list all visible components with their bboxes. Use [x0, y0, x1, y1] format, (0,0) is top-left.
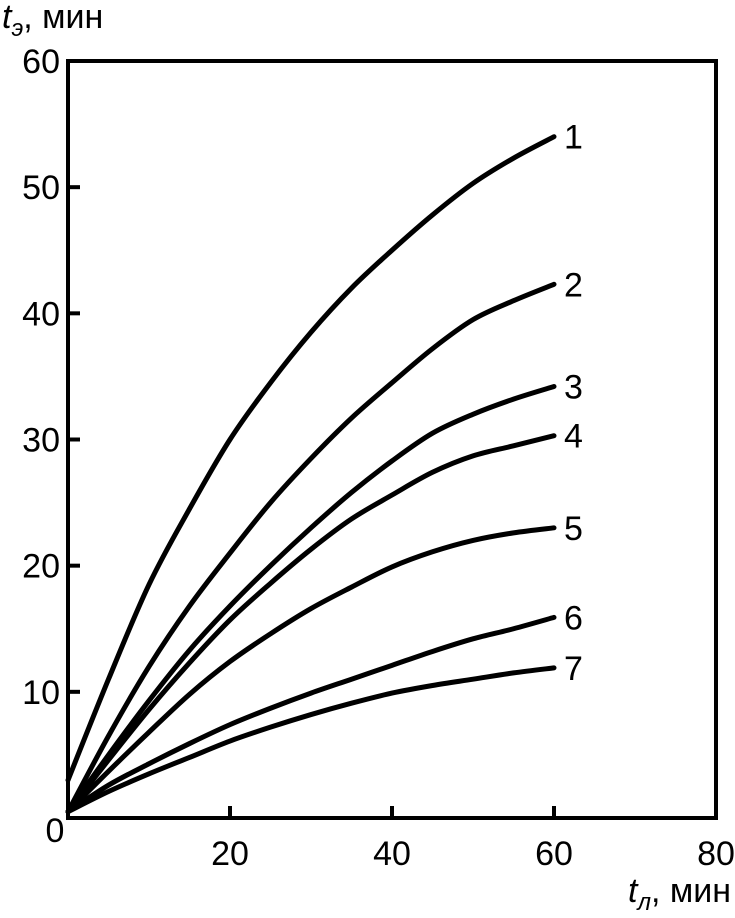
x-tick-label: 60 [535, 835, 573, 873]
y-tick-label: 40 [22, 295, 60, 333]
y-tick-label: 60 [22, 43, 60, 81]
x-axis-title-sub: л [635, 889, 651, 916]
x-axis-title-unit: , мин [651, 872, 731, 910]
y-axis-title: tэ, мин [2, 0, 103, 42]
curves [65, 134, 557, 815]
y-axis-title-unit: , мин [23, 0, 103, 36]
y-axis-title-sub: э [11, 15, 23, 42]
y-tick-label: 50 [22, 169, 60, 207]
curve-6 [65, 614, 557, 815]
x-axis-title-main: t [628, 872, 639, 910]
y-tick-label: 20 [22, 548, 60, 586]
y-tick-label: 30 [22, 422, 60, 460]
x-axis-title: tл, мин [628, 872, 731, 916]
y-tick-label: 10 [22, 674, 60, 712]
curve-5 [65, 525, 557, 815]
x-tick-label: 20 [211, 835, 249, 873]
curve-7 [65, 665, 557, 815]
axis-tick-labels: 20 40 60 80 10 20 30 40 50 60 0 [22, 43, 735, 873]
curve-label-4: 4 [564, 418, 583, 456]
curve-label-5: 5 [564, 510, 583, 548]
curve-1 [65, 134, 557, 783]
curve-3 [65, 384, 557, 815]
curve-label-6: 6 [564, 599, 583, 637]
curve-2 [65, 281, 557, 815]
curve-label-7: 7 [564, 650, 583, 688]
y-axis-title-main: t [2, 0, 13, 36]
curve-labels: 1 2 3 4 5 6 7 [564, 119, 583, 688]
curve-label-2: 2 [564, 266, 583, 304]
curve-label-1: 1 [564, 119, 583, 157]
x-tick-label: 80 [697, 835, 735, 873]
curve-4 [65, 433, 557, 815]
plot-frame [66, 59, 718, 820]
curve-label-3: 3 [564, 369, 583, 407]
origin-label: 0 [46, 812, 65, 850]
axis-ticks [68, 185, 556, 818]
x-tick-label: 40 [373, 835, 411, 873]
